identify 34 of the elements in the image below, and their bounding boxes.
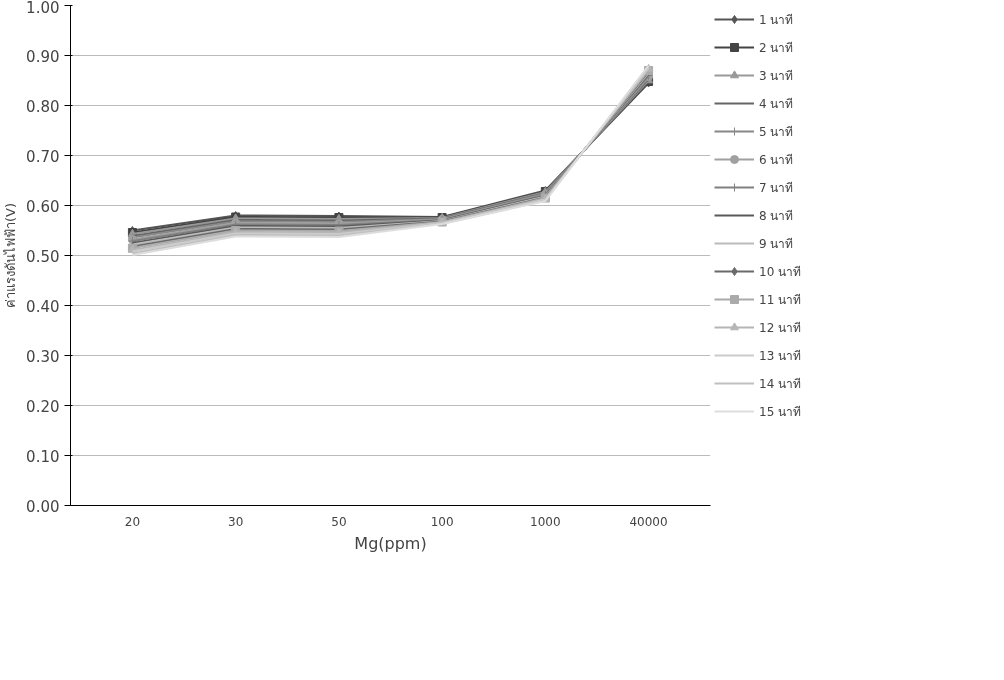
legend-label: 4 นาที	[759, 95, 795, 113]
y-tick-label: 0.70	[26, 147, 60, 166]
y-tick-label: 0.90	[26, 47, 60, 66]
x-tick-label: 40000	[629, 514, 668, 529]
y-tick-label: 0.20	[26, 397, 60, 416]
legend-label: 11 นาที	[759, 291, 803, 309]
x-tick-label: 50	[331, 514, 347, 529]
y-tick-label: 0.80	[26, 97, 60, 116]
y-tick-label: 0.40	[26, 297, 60, 316]
y-tick-label: 0.10	[26, 447, 60, 466]
legend-label: 15 นาที	[759, 403, 803, 421]
y-tick-label: 0.60	[26, 197, 60, 216]
legend-label: 8 นาที	[759, 207, 795, 225]
y-tick-label: 0.30	[26, 347, 60, 366]
legend-label: 6 นาที	[759, 151, 795, 169]
legend-label: 3 นาที	[759, 67, 795, 85]
y-axis-title: ค่าแรงดันไฟฟ้า(V)	[3, 202, 19, 309]
legend-label: 5 นาที	[759, 123, 795, 141]
x-tick-label: 100	[430, 514, 454, 529]
x-tick-label: 1000	[530, 514, 561, 529]
legend-label: 10 นาที	[759, 263, 803, 281]
x-tick-label: 20	[124, 514, 141, 529]
legend-label: 1 นาที	[759, 11, 795, 29]
legend-label: 14 นาที	[759, 375, 803, 393]
y-tick-label: 0.00	[26, 497, 60, 516]
legend-label: 13 นาที	[759, 347, 803, 365]
legend-label: 12 นาที	[759, 319, 803, 337]
legend-label: 9 นาที	[759, 235, 795, 253]
x-tick-label: 30	[228, 514, 244, 529]
y-tick-label: 0.50	[26, 247, 60, 266]
legend-label: 2 นาที	[759, 39, 795, 57]
x-axis-title: Mg(ppm)	[354, 533, 427, 553]
legend-label: 7 นาที	[759, 179, 795, 197]
y-tick-label: 1.00	[26, 0, 60, 17]
